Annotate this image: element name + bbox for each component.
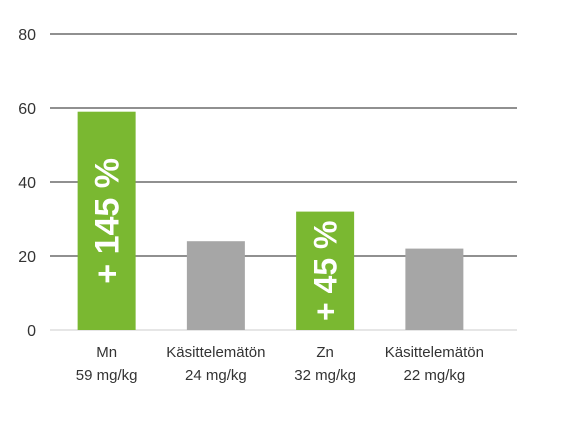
category-label: Mn: [96, 344, 117, 361]
category-sublabel: 32 mg/kg: [294, 367, 356, 384]
y-tick-label: 80: [18, 27, 36, 44]
bar-3: [296, 211, 355, 330]
bar-2: [186, 241, 245, 330]
y-tick-label: 20: [18, 249, 36, 266]
category-label: Zn: [316, 344, 334, 361]
category-label: Käsittelemätön: [166, 344, 265, 361]
bars: + 145 % + 45 %: [77, 111, 464, 330]
bar-1: [77, 111, 136, 330]
category-labels: Mn 59 mg/kg Käsittelemätön 24 mg/kg Zn 32 mg/…: [76, 344, 484, 384]
category-sublabel: 22 mg/kg: [404, 367, 466, 384]
category-label: Käsittelemätön: [385, 344, 484, 361]
category-sublabel: 24 mg/kg: [185, 367, 247, 384]
y-axis-ticks: 0 20 40 60 80: [18, 27, 36, 340]
bar-annotation: + 45 %: [307, 221, 343, 322]
bar-annotation: + 145 %: [89, 158, 127, 284]
bar-4: [405, 248, 464, 330]
y-tick-label: 0: [27, 323, 36, 340]
y-tick-label: 60: [18, 101, 36, 118]
category-sublabel: 59 mg/kg: [76, 367, 138, 384]
y-tick-label: 40: [18, 175, 36, 192]
